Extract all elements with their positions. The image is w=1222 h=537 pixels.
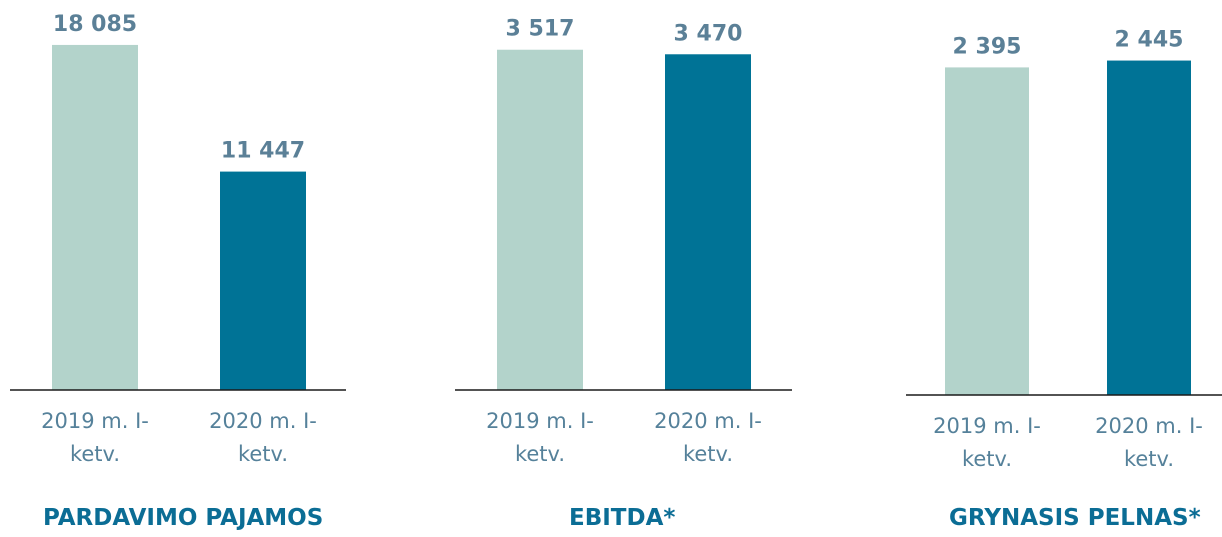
bar (52, 44, 138, 390)
x-tick-label: 2019 m. I-ketv. (486, 409, 594, 466)
bar (665, 54, 751, 391)
value-label: 11 447 (221, 139, 305, 164)
value-label: 2 445 (1115, 28, 1184, 53)
chart-title: GRYNASIS PELNAS* (949, 505, 1201, 531)
x-tick-label: 2019 m. I-ketv. (41, 409, 149, 466)
x-tick-label: 2020 m. I-ketv. (209, 409, 317, 466)
value-label: 3 470 (674, 21, 743, 46)
x-tick-label: 2020 m. I-ketv. (654, 409, 762, 466)
bar (1107, 60, 1191, 395)
bar (497, 49, 583, 390)
chart-title: EBITDA* (569, 505, 676, 531)
bar (945, 67, 1029, 395)
value-label: 2 395 (953, 34, 1022, 59)
x-tick-label: 2020 m. I-ketv. (1095, 414, 1203, 471)
x-tick-label: 2019 m. I-ketv. (933, 414, 1041, 471)
chart-title: PARDAVIMO PAJAMOS (43, 505, 324, 531)
value-label: 18 085 (53, 12, 137, 37)
value-label: 3 517 (506, 17, 575, 42)
bar (220, 171, 306, 390)
